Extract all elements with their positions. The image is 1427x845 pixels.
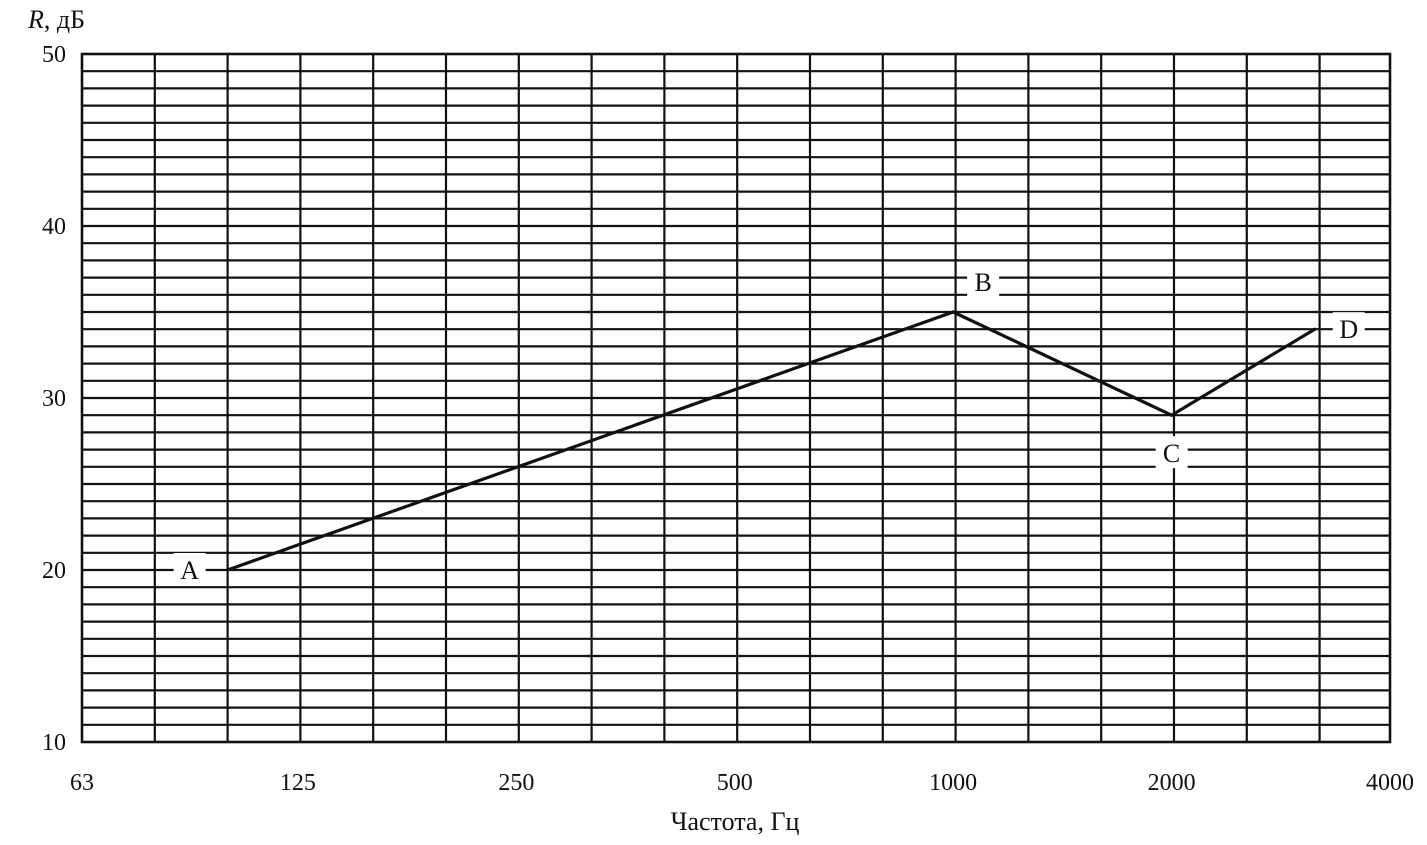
y-axis-title: R, дБ [27,5,85,34]
data-point [951,310,955,314]
y-tick-label: 30 [42,386,66,412]
point-label: C [1163,439,1180,468]
y-tick-label: 10 [42,730,66,756]
point-label: B [974,268,991,297]
x-tick-label: 1000 [929,770,977,796]
data-point [1169,413,1174,417]
x-axis-title: Частота, Гц [671,807,800,836]
series-line [227,310,1316,572]
y-tick-label: 20 [42,558,66,584]
point-label: A [180,556,199,585]
plot-frame [80,52,1392,744]
y-axis-unit: , дБ [44,5,85,34]
x-tick-label: 63 [70,770,94,796]
point-label-background [1332,312,1365,345]
point-labels: A B C D [173,265,1365,585]
x-tick-label: 4000 [1366,770,1414,796]
x-tick-label: 2000 [1148,770,1196,796]
point-label-background [1155,436,1188,469]
data-point [1313,327,1317,331]
point-label-background [967,265,1000,297]
x-axis-ticks: 63 125 250 500 1000 2000 4000 [70,770,1414,796]
x-tick-label: 500 [717,770,753,796]
y-tick-label: 50 [42,42,66,68]
grid [82,54,1390,742]
x-tick-label: 250 [498,770,534,796]
x-tick-label: 125 [280,770,316,796]
y-axis-symbol: R [27,5,44,34]
point-label-background [173,553,206,585]
y-tick-label: 40 [42,214,66,240]
data-point [225,568,230,572]
point-label: D [1339,315,1358,344]
series-layer [225,310,1317,572]
y-axis-ticks: 10 20 30 40 50 [42,42,66,756]
